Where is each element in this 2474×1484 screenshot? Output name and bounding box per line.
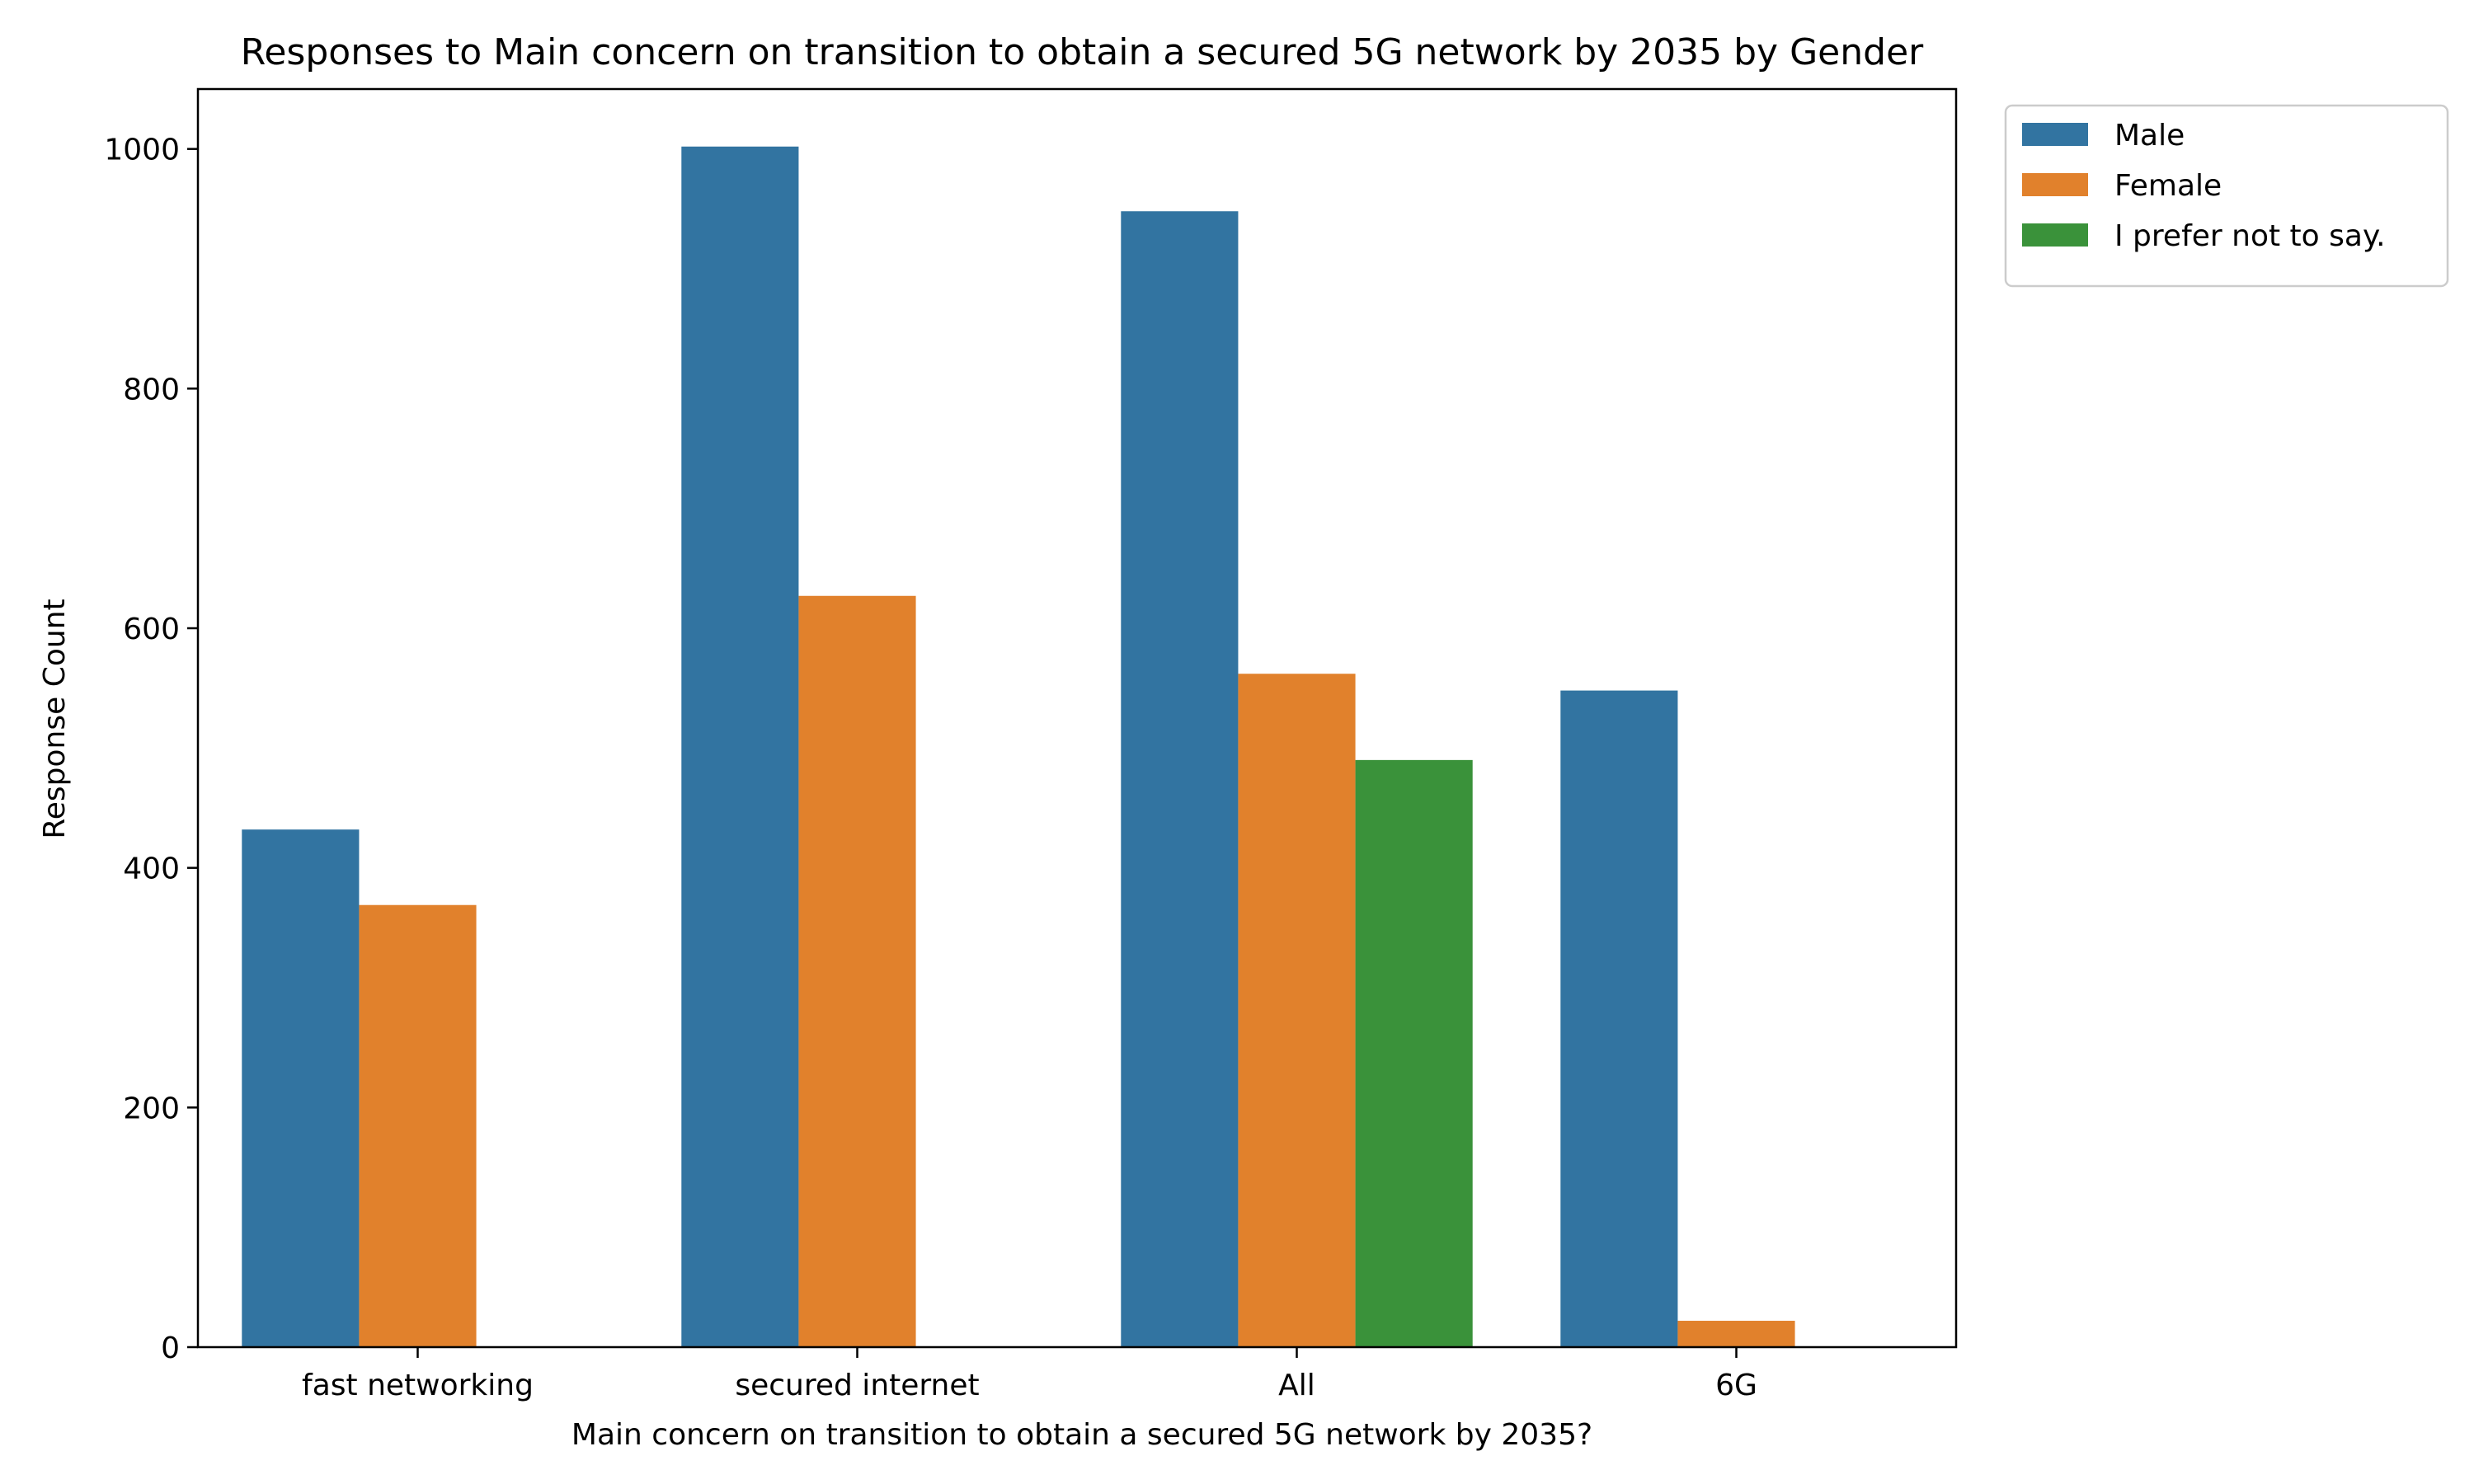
legend: Male Female I prefer not to say.: [2004, 104, 2449, 288]
legend-label-1: Female: [2114, 169, 2222, 203]
legend-label-2: I prefer not to say.: [2114, 219, 2386, 253]
bar-2-1: [1238, 674, 1356, 1347]
y-tick-label: 0: [161, 1331, 180, 1365]
bar-0-0: [242, 829, 360, 1347]
bar-2-2: [1355, 759, 1473, 1347]
chart-title: Responses to Main concern on transition …: [241, 31, 1924, 73]
bar-2-0: [1121, 211, 1239, 1347]
y-tick-label: 200: [123, 1092, 180, 1125]
bar-1-1: [798, 595, 916, 1347]
y-tick-label: 800: [123, 373, 180, 406]
x-tick-label: All: [1278, 1369, 1315, 1402]
plot-frame: [196, 87, 1958, 1349]
legend-swatch-0: [2022, 123, 2088, 146]
bar-3-1: [1677, 1321, 1795, 1347]
plot-area: 0 200 400 600 800 1000 fast networking secured …: [104, 87, 1958, 1402]
bar-3-0: [1560, 690, 1678, 1347]
legend-swatch-1: [2022, 173, 2088, 196]
y-tick-label: 1000: [104, 134, 180, 167]
x-tick-label: secured internet: [735, 1369, 979, 1402]
y-tick-label: 600: [123, 613, 180, 646]
x-tick-label: 6G: [1715, 1369, 1757, 1402]
x-axis-label: Main concern on transition to obtain a s…: [571, 1418, 1592, 1452]
legend-swatch-2: [2022, 223, 2088, 247]
legend-label-0: Male: [2114, 119, 2185, 153]
bar-1-0: [681, 146, 799, 1347]
x-tick-label: fast networking: [302, 1369, 534, 1402]
legend-box: [2004, 104, 2449, 288]
y-tick-label: 400: [123, 852, 180, 886]
y-axis-label: Response Count: [38, 599, 72, 838]
bar-0-1: [359, 904, 477, 1347]
